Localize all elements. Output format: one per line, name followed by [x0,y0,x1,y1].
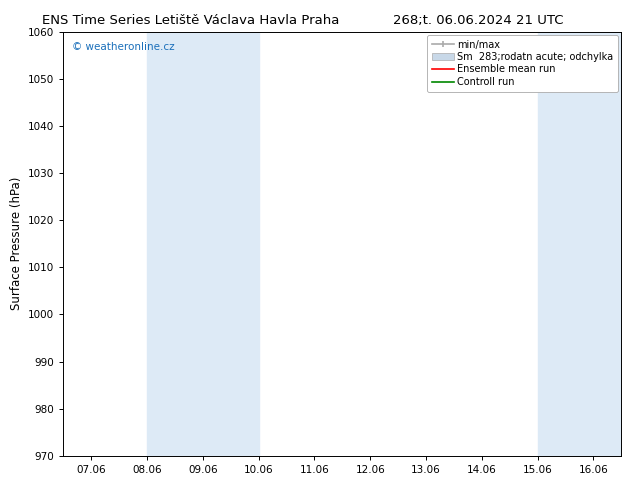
Legend: min/max, Sm  283;rodatn acute; odchylka, Ensemble mean run, Controll run: min/max, Sm 283;rodatn acute; odchylka, … [427,35,618,92]
Text: ENS Time Series Letiště Václava Havla Praha: ENS Time Series Letiště Václava Havla Pr… [41,14,339,27]
Y-axis label: Surface Pressure (hPa): Surface Pressure (hPa) [10,177,23,311]
Text: © weatheronline.cz: © weatheronline.cz [72,43,174,52]
Bar [538,32,621,456]
Bar [147,32,259,456]
Text: 268;t. 06.06.2024 21 UTC: 268;t. 06.06.2024 21 UTC [394,14,564,27]
